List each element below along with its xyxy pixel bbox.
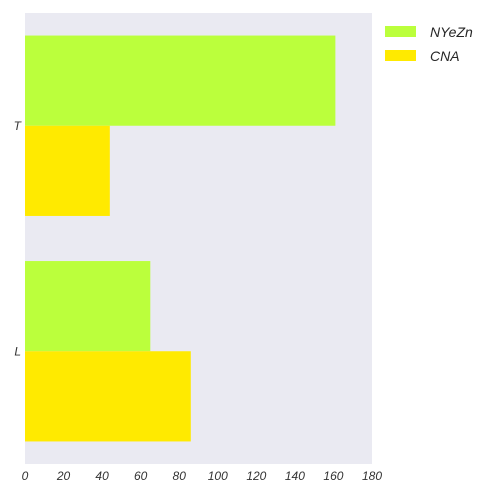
x-axis-ticks: 0 20 40 60 80 100 120 140 160 180	[22, 469, 383, 483]
legend-label-cna: CNA	[430, 48, 460, 64]
legend-label-nyezn: NYeZn	[430, 24, 473, 40]
x-tick-label-60: 60	[134, 469, 148, 483]
x-tick-label-0: 0	[22, 469, 29, 483]
legend-swatch-nyezn	[385, 26, 416, 37]
y-tick-label-l: L	[14, 344, 21, 358]
x-tick-label-80: 80	[173, 469, 187, 483]
bar-nyezn-l	[25, 261, 151, 352]
y-tick-label-t: T	[14, 119, 23, 133]
x-tick-label-120: 120	[246, 469, 266, 483]
x-tick-label-160: 160	[323, 469, 343, 483]
x-tick-label-140: 140	[285, 469, 305, 483]
x-tick-label-100: 100	[208, 469, 228, 483]
legend-swatch-cna	[385, 50, 416, 61]
y-axis-ticks: TL	[14, 119, 23, 359]
bar-cna-l	[25, 351, 191, 442]
bar-cna-t	[25, 125, 110, 216]
x-tick-label-180: 180	[362, 469, 382, 483]
bars-group	[25, 35, 336, 442]
legend: NYeZn CNA	[385, 24, 473, 64]
bar-nyezn-t	[25, 35, 336, 126]
x-tick-label-40: 40	[95, 469, 109, 483]
x-tick-label-20: 20	[56, 469, 71, 483]
